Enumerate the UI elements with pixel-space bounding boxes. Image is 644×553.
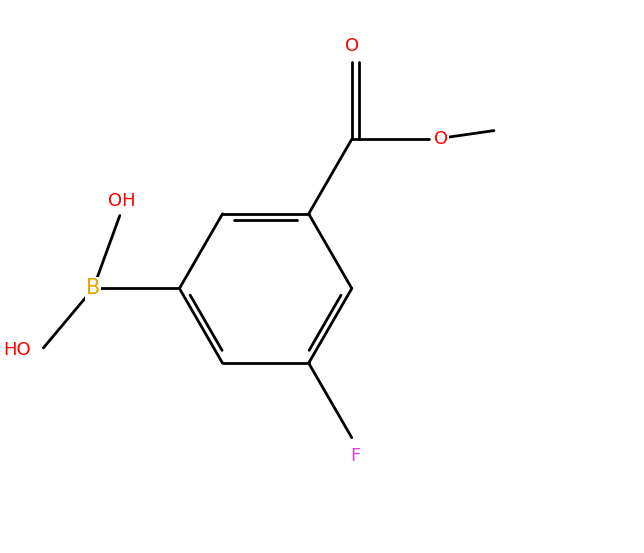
Text: O: O (434, 130, 448, 148)
Text: O: O (345, 37, 359, 55)
Text: HO: HO (3, 341, 31, 359)
Text: B: B (86, 279, 100, 299)
Text: OH: OH (108, 192, 136, 210)
Text: F: F (350, 447, 361, 465)
